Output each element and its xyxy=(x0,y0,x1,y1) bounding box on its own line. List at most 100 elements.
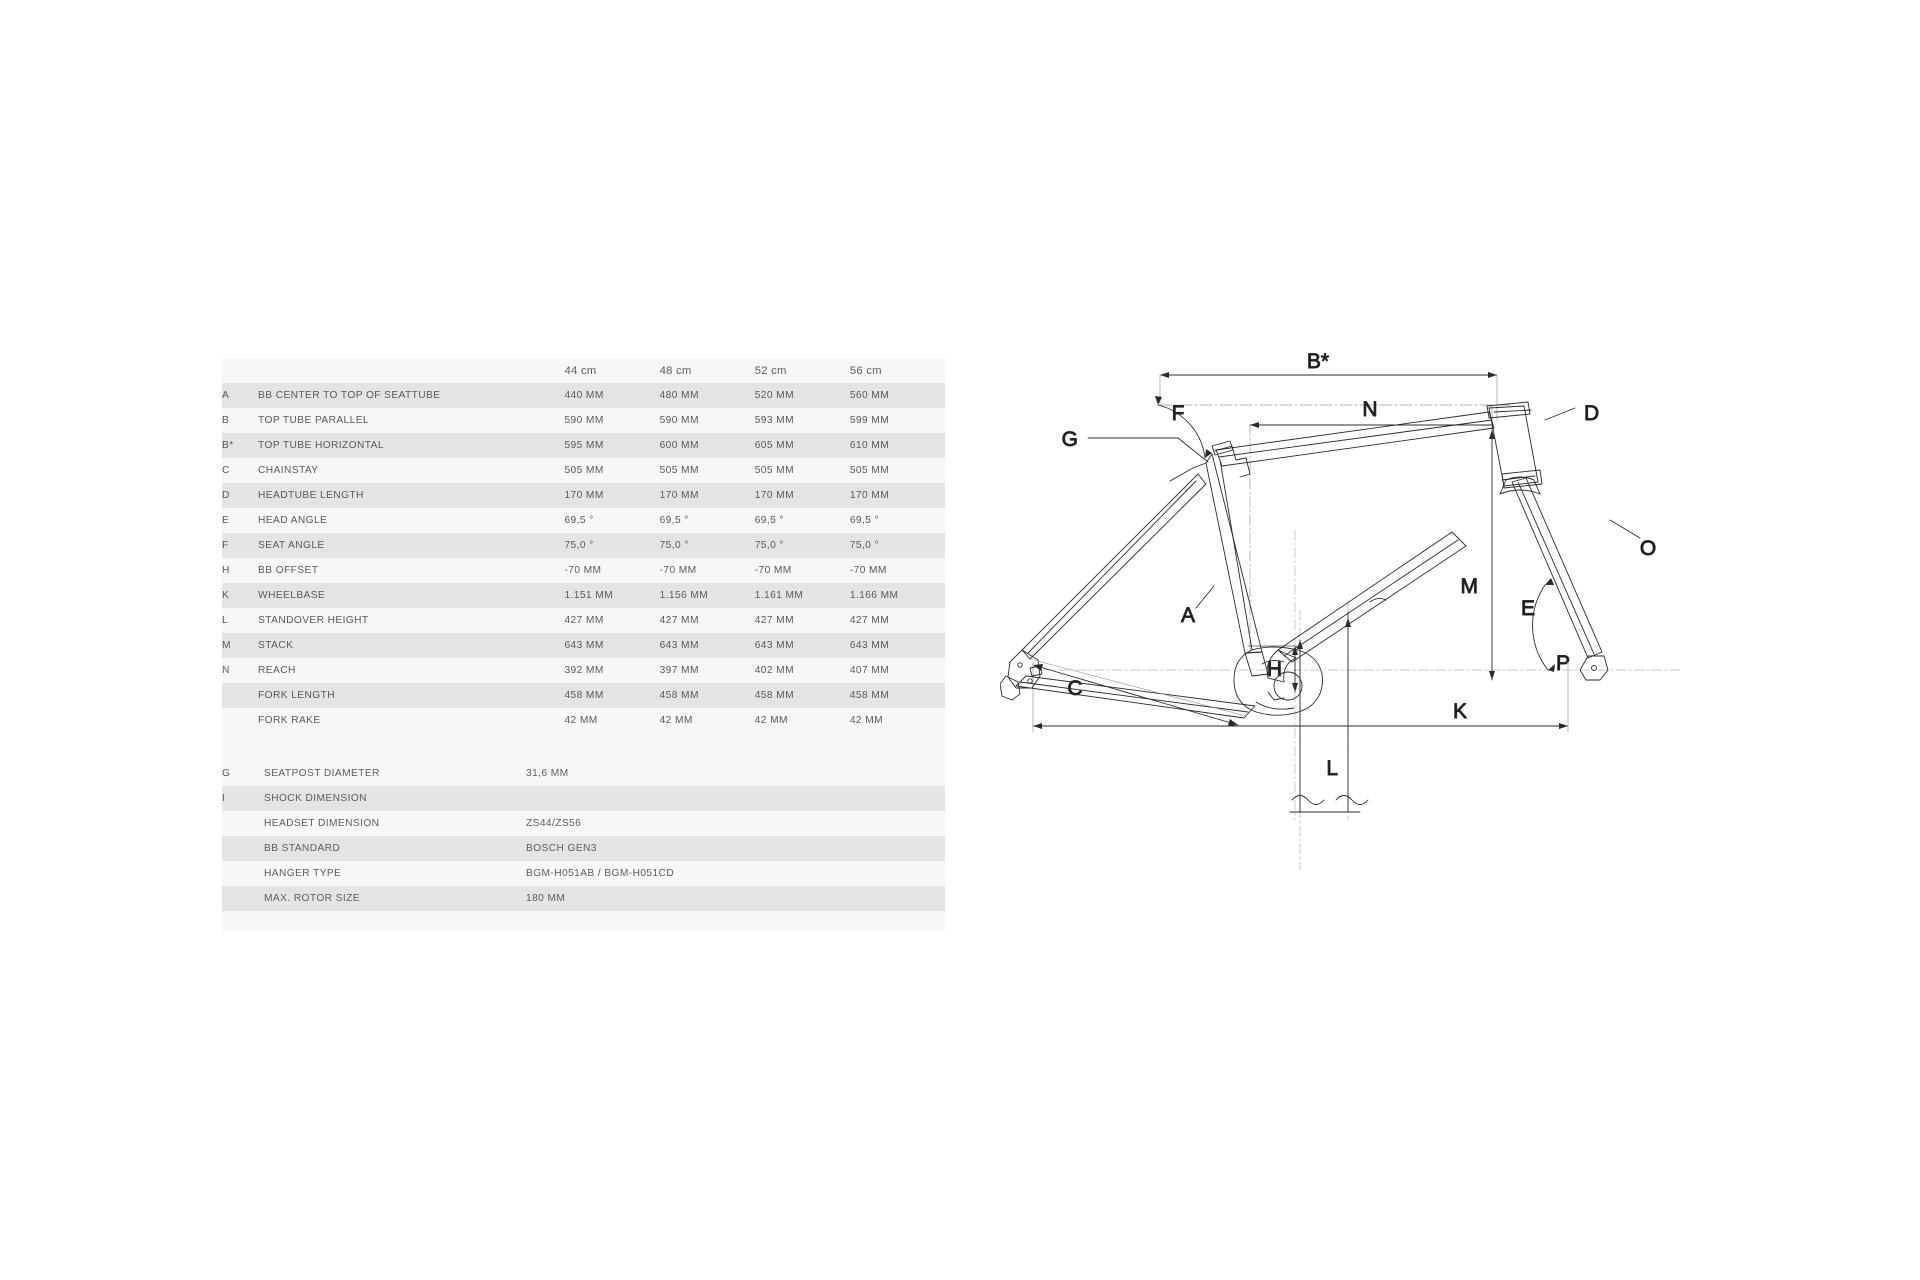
table-row: BB STANDARD BOSCH GEN3 xyxy=(222,836,945,861)
row-key: F xyxy=(222,533,259,558)
row-value: 170 MM xyxy=(849,483,945,508)
row-value: 458 MM xyxy=(754,683,850,708)
row-value: 402 MM xyxy=(754,658,850,683)
dim-label-o: O xyxy=(1640,537,1656,560)
row-key: M xyxy=(222,633,259,658)
table-row: I SHOCK DIMENSION xyxy=(222,786,945,811)
row-label: STACK xyxy=(258,633,565,658)
row-value: BGM-H051AB / BGM-H051CD xyxy=(526,861,945,886)
table-row: C CHAINSTAY 505 MM 505 MM 505 MM 505 MM xyxy=(222,458,945,483)
dim-label-k: K xyxy=(1453,700,1467,723)
row-value: 505 MM xyxy=(754,458,850,483)
row-key: G xyxy=(222,761,264,786)
row-value: 458 MM xyxy=(564,683,660,708)
row-value: 1.166 MM xyxy=(849,583,945,608)
row-key: N xyxy=(222,658,259,683)
row-value: 180 MM xyxy=(526,886,945,911)
row-value: 599 MM xyxy=(849,408,945,433)
row-value: 643 MM xyxy=(564,633,660,658)
dimension-g xyxy=(1087,437,1209,463)
row-value: 1.151 MM xyxy=(564,583,660,608)
table-section-divider xyxy=(222,733,945,761)
table-row: HEADSET DIMENSION ZS44/ZS56 xyxy=(222,811,945,836)
row-key: L xyxy=(222,608,259,633)
row-value: 427 MM xyxy=(659,608,755,633)
row-value: 427 MM xyxy=(564,608,660,633)
row-value: 595 MM xyxy=(564,433,660,458)
row-value: 590 MM xyxy=(659,408,755,433)
row-value: 520 MM xyxy=(754,383,850,408)
dim-label-b-star: B* xyxy=(1307,350,1329,373)
dimension-h xyxy=(1247,645,1303,693)
row-value: -70 MM xyxy=(754,558,850,583)
row-value: 31,6 MM xyxy=(526,761,945,786)
row-key xyxy=(222,683,259,708)
dim-label-f: F xyxy=(1172,402,1185,425)
table-row: E HEAD ANGLE 69,5 ° 69,5 ° 69,5 ° 69,5 ° xyxy=(222,508,945,533)
row-value: 170 MM xyxy=(564,483,660,508)
row-key: K xyxy=(222,583,259,608)
row-label: TOP TUBE HORIZONTAL xyxy=(258,433,565,458)
row-value: 42 MM xyxy=(849,708,945,733)
row-value: 42 MM xyxy=(564,708,660,733)
table-bottom-padding xyxy=(222,911,945,931)
row-key xyxy=(222,708,259,733)
dimension-c xyxy=(1032,664,1239,726)
dim-label-n: N xyxy=(1362,398,1377,421)
row-key: B xyxy=(222,408,259,433)
row-label: WHEELBASE xyxy=(258,583,565,608)
row-label: HANGER TYPE xyxy=(264,861,526,886)
dimension-l xyxy=(1289,611,1369,813)
table-row: D HEADTUBE LENGTH 170 MM 170 MM 170 MM 1… xyxy=(222,483,945,508)
table-row: HANGER TYPE BGM-H051AB / BGM-H051CD xyxy=(222,861,945,886)
row-value: 605 MM xyxy=(754,433,850,458)
construction-lines xyxy=(1039,529,1681,871)
row-value: 610 MM xyxy=(849,433,945,458)
row-value: 1.161 MM xyxy=(754,583,850,608)
row-key xyxy=(222,861,264,886)
dimension-k xyxy=(1032,661,1569,733)
table-row: FORK LENGTH 458 MM 458 MM 458 MM 458 MM xyxy=(222,683,945,708)
table-row: M STACK 643 MM 643 MM 643 MM 643 MM xyxy=(222,633,945,658)
column-header-size-44: 44 cm xyxy=(564,358,660,383)
row-value: 590 MM xyxy=(564,408,660,433)
row-label: STANDOVER HEIGHT xyxy=(258,608,565,633)
row-value: 427 MM xyxy=(849,608,945,633)
row-value: 42 MM xyxy=(754,708,850,733)
row-value: 505 MM xyxy=(849,458,945,483)
column-header-size-56: 56 cm xyxy=(849,358,945,383)
row-label: FORK RAKE xyxy=(258,708,565,733)
row-value: 69,5 ° xyxy=(564,508,660,533)
dimension-n xyxy=(1249,404,1493,651)
row-label: HEADTUBE LENGTH xyxy=(258,483,565,508)
header-name-cell xyxy=(258,358,565,383)
row-label: TOP TUBE PARALLEL xyxy=(258,408,565,433)
row-value: 75,0 ° xyxy=(659,533,755,558)
table-row: L STANDOVER HEIGHT 427 MM 427 MM 427 MM … xyxy=(222,608,945,633)
row-key xyxy=(222,811,264,836)
row-value: -70 MM xyxy=(564,558,660,583)
row-key xyxy=(222,836,264,861)
table-row: FORK RAKE 42 MM 42 MM 42 MM 42 MM xyxy=(222,708,945,733)
row-key: I xyxy=(222,786,264,811)
row-value: 480 MM xyxy=(659,383,755,408)
table-row: N REACH 392 MM 397 MM 402 MM 407 MM xyxy=(222,658,945,683)
dim-label-p: P xyxy=(1556,652,1570,675)
frame-outline xyxy=(1000,401,1609,719)
table-row: MAX. ROTOR SIZE 180 MM xyxy=(222,886,945,911)
row-value: 643 MM xyxy=(754,633,850,658)
row-label: BB CENTER TO TOP OF SEATTUBE xyxy=(258,383,565,408)
row-label: BB OFFSET xyxy=(258,558,565,583)
header-key-cell xyxy=(222,358,259,383)
dim-label-d: D xyxy=(1584,402,1599,425)
row-value: 560 MM xyxy=(849,383,945,408)
row-key: C xyxy=(222,458,259,483)
row-value: 69,5 ° xyxy=(754,508,850,533)
row-value: 643 MM xyxy=(659,633,755,658)
table-row: G SEATPOST DIAMETER 31,6 MM xyxy=(222,761,945,786)
row-label: BB STANDARD xyxy=(264,836,526,861)
dimension-e xyxy=(1532,578,1555,672)
column-header-size-48: 48 cm xyxy=(659,358,755,383)
row-value: 392 MM xyxy=(564,658,660,683)
